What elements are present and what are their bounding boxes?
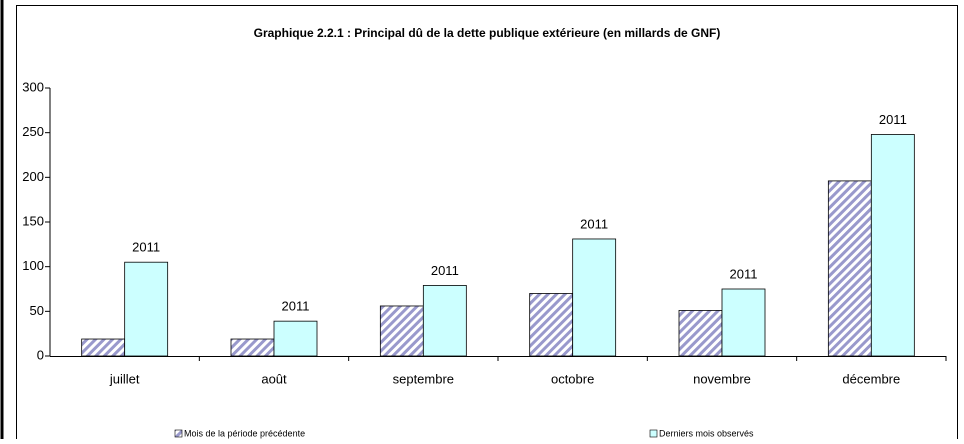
bar [721, 288, 766, 357]
y-tick-label: 200 [22, 169, 44, 184]
x-tick-label: juillet [109, 371, 140, 386]
chart-title: Graphique 2.2.1 : Principal dû de la det… [254, 26, 721, 40]
legend-label: Mois de la période précédente [184, 428, 305, 438]
y-tick-label: 100 [22, 258, 44, 273]
bar [230, 338, 275, 357]
bar [529, 293, 574, 357]
x-tick-label: novembre [693, 371, 751, 386]
y-tick-label: 0 [37, 347, 44, 362]
bar [678, 310, 723, 357]
x-tick-label: décembre [842, 371, 900, 386]
x-tick-label: août [261, 371, 287, 386]
x-tick-label: septembre [393, 371, 454, 386]
y-tick-label: 150 [22, 213, 44, 228]
y-tick-label: 50 [30, 303, 44, 318]
bar [827, 180, 872, 357]
legend-swatch [649, 429, 658, 438]
annotation: 2011 [132, 240, 160, 255]
annotation: 2011 [730, 266, 758, 281]
y-tick-label: 250 [22, 124, 44, 139]
annotation: 2011 [431, 263, 459, 278]
y-tick-label: 300 [22, 79, 44, 94]
chart-frame [16, 5, 958, 444]
bar [379, 305, 424, 357]
annotation: 2011 [282, 299, 310, 314]
x-tick-label: octobre [551, 371, 594, 386]
bar [422, 285, 467, 357]
bar [81, 338, 126, 357]
bar [124, 261, 169, 357]
annotation: 2011 [580, 216, 608, 231]
bar [273, 320, 318, 357]
bar [572, 238, 617, 357]
bar [870, 134, 915, 357]
annotation: 2011 [879, 112, 907, 127]
legend-label: Derniers mois observés [659, 428, 754, 438]
legend-swatch [174, 429, 183, 438]
